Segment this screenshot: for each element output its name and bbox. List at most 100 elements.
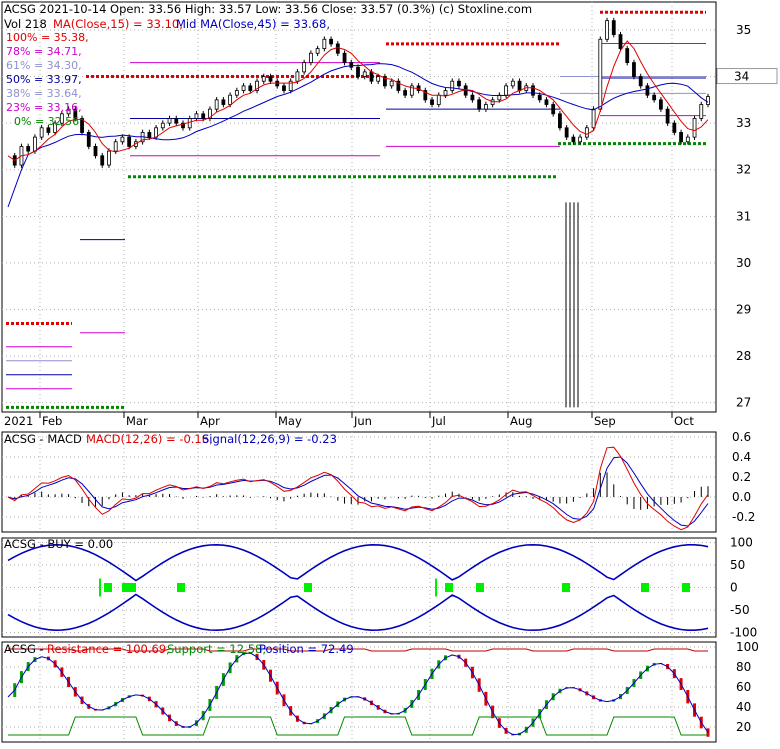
candle-body	[571, 136, 576, 143]
candle-body	[33, 136, 37, 152]
candle-body	[187, 118, 192, 129]
candle-body	[510, 80, 515, 87]
x-label-month: Aug	[510, 414, 532, 428]
candle-body	[160, 122, 165, 129]
candle-body	[80, 118, 84, 133]
buy-signal-bar	[122, 583, 130, 592]
candle-body	[194, 113, 199, 119]
rs-tick-label: 100	[736, 640, 759, 654]
rs-tick-label: 40	[736, 700, 751, 714]
candle-body	[113, 141, 118, 152]
fib-label-100: 100% = 35.38,	[6, 31, 89, 44]
candle-body	[154, 127, 158, 138]
candle-body	[315, 48, 320, 54]
rs-panel: 100 80 60 40 20	[7, 640, 759, 737]
position-line	[7, 652, 709, 736]
candle-body	[699, 104, 704, 119]
candle-body	[457, 80, 461, 87]
candle-body	[605, 20, 609, 40]
candle-body	[450, 80, 455, 91]
buy-signal-bar	[476, 583, 484, 592]
candle-body	[127, 136, 132, 147]
candle-body	[66, 108, 71, 115]
price-tick-label: 31	[736, 209, 751, 223]
x-label-month: Feb	[42, 414, 62, 428]
x-label-month: Apr	[200, 414, 220, 428]
candle-body	[551, 104, 556, 115]
macd-tick-label: 0.6	[732, 430, 751, 444]
candle-body	[658, 99, 663, 110]
candle-body	[470, 94, 475, 101]
candle-body	[423, 90, 428, 101]
candle-body	[288, 80, 293, 91]
candle-body	[685, 136, 690, 143]
candle-body	[53, 122, 58, 133]
buy-signal-bar	[445, 583, 453, 592]
candle-body	[537, 94, 542, 101]
candle-body	[618, 34, 623, 49]
candle-body	[598, 38, 603, 110]
x-label-month: Sep	[594, 414, 616, 428]
panel-frames	[1, 1, 717, 743]
candle-body	[692, 118, 697, 138]
candle-body	[544, 99, 549, 105]
ma15-line	[7, 40, 709, 162]
x-label-year: 2021	[4, 414, 33, 428]
signal-line	[7, 456, 709, 527]
candle-body	[578, 136, 583, 143]
buy-upper-band	[7, 543, 709, 582]
candle-body	[261, 76, 266, 82]
candle-body	[201, 113, 206, 119]
candle-body	[59, 113, 64, 124]
rs-tick-label: 20	[736, 720, 751, 734]
candle-body	[531, 85, 535, 96]
last-price-label: 34	[734, 70, 749, 84]
candle-body	[362, 71, 367, 77]
candle-body	[295, 71, 300, 82]
candle-body	[638, 76, 643, 87]
buy-signal-bar	[177, 583, 185, 592]
candle-body	[558, 113, 562, 129]
position-label: Position = 72.49	[259, 642, 354, 656]
candle-body	[517, 80, 522, 91]
price-tick-label: 28	[736, 349, 751, 363]
candle-body	[181, 122, 185, 129]
candle-body	[86, 132, 91, 147]
price-tick-label: 27	[736, 396, 751, 410]
macd-tick-label: 0.2	[732, 470, 751, 484]
buy-lower-band	[7, 593, 709, 632]
buy-panel: 100 50 0 -50 -100	[7, 536, 757, 640]
panel-frame	[1, 431, 717, 533]
candle-body	[308, 52, 313, 63]
macd-tick-label: 0.4	[732, 450, 751, 464]
candle-body	[221, 99, 226, 105]
buy-signal-bar	[562, 583, 570, 592]
candle-body	[706, 96, 710, 105]
candle-body	[93, 146, 98, 157]
candle-body	[396, 80, 401, 91]
candle-body	[564, 127, 569, 138]
candle-body	[255, 80, 259, 91]
price-tick-label: 29	[736, 303, 751, 317]
candle-body	[504, 85, 508, 96]
candle-body	[234, 90, 239, 96]
candle-body	[665, 108, 670, 124]
ma45-label: Mid MA(Close,45) = 33.68,	[176, 17, 330, 31]
buy-tick-label: 50	[730, 558, 745, 572]
resistance-line-rs	[8, 648, 708, 652]
resistance-label: Resistance = 100.69,	[47, 642, 170, 656]
candle-body	[302, 62, 307, 73]
price-tick-label: 32	[736, 163, 751, 177]
buy-tick-label: 100	[730, 536, 753, 550]
support-line-rs	[8, 716, 708, 736]
fib-label-38: 38% = 33.64,	[6, 87, 82, 100]
candle-body	[214, 99, 219, 110]
macd-line	[7, 446, 709, 531]
candle-body	[26, 146, 31, 152]
candle-body	[672, 122, 677, 133]
candle-body	[584, 127, 589, 138]
ma15-label: MA(Close,15) = 33.10,	[53, 17, 183, 31]
macd-tick-label: -0.2	[732, 510, 755, 524]
